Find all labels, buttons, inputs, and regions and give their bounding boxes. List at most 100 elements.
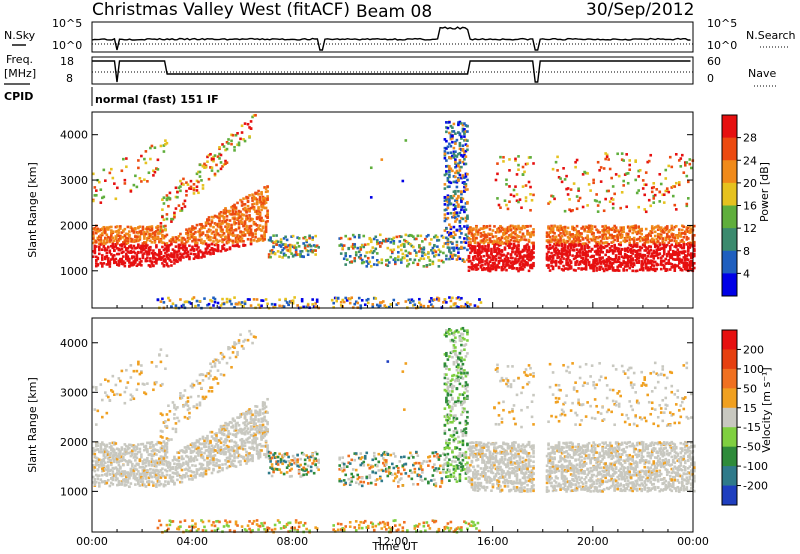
power-cell [243,139,247,143]
power-cell [392,258,396,262]
power-cell [436,297,439,301]
power-cell [200,256,203,259]
power-cell [683,267,687,271]
power-cell [521,165,525,169]
power-cell [428,263,432,266]
power-cell [436,239,439,242]
power-cell [231,210,235,214]
power-cell [174,258,178,262]
power-cell [631,249,634,253]
velocity-cell [107,395,110,399]
power-cell [500,259,504,262]
power-cell [455,185,459,189]
velocity-cell [108,442,112,445]
power-cell [601,237,604,240]
power-cell [213,236,217,240]
power-cell [635,244,639,247]
power-cell [583,244,586,248]
power-cell [189,302,193,305]
power-cell [123,242,127,246]
power-cell [287,244,290,247]
power-cell [119,260,122,264]
power-cell [218,233,221,237]
power-cell [297,237,301,240]
power-cell [685,228,689,231]
power-cell [463,182,466,186]
power-cell [580,260,583,263]
power-cell [126,255,130,258]
power-cell [439,250,442,254]
power-cell [458,159,462,162]
power-cell [242,304,245,308]
velocity-cell [128,443,131,447]
power-cell [339,252,343,255]
power-cell [668,155,672,159]
power-cell [547,239,550,242]
power-cell [225,215,229,218]
power-cell [378,304,382,307]
power-cell [508,264,511,268]
power-cell [620,262,624,266]
power-cell [620,230,624,234]
power-cell [490,240,493,244]
velocity-cell [107,466,110,470]
power-cell [212,240,215,243]
power-cell [523,245,526,248]
power-cell [263,206,266,210]
power-cell [634,253,638,257]
power-cell [577,199,580,203]
power-cell [251,232,254,235]
power-cell [200,233,203,237]
power-cell [387,237,391,241]
power-cell [449,144,453,148]
velocity-cell [111,483,115,486]
power-cell [676,244,680,247]
power-cell [212,155,215,159]
power-cell [511,224,514,228]
power-cell [192,226,196,230]
power-cell [457,196,460,199]
power-cell [505,264,508,267]
power-cell [194,226,197,230]
power-cell [415,254,418,257]
power-cell [661,259,665,263]
power-cell [207,243,211,247]
power-cell [617,257,621,260]
power-cell [155,244,158,247]
power-cell [671,185,675,188]
power-cell [614,226,618,229]
power-cell [508,200,511,204]
power-cell [189,248,193,252]
power-cell [455,155,459,158]
power-cell [463,153,466,157]
power-cell [433,249,436,252]
power-cell [437,259,441,262]
power-cell [303,244,307,247]
power-cell [415,251,418,254]
power-cell [221,247,224,251]
power-cell [213,214,217,218]
power-cell [607,229,610,232]
power-cell [503,246,507,249]
power-cell [632,244,636,248]
power-cell [581,257,585,261]
power-cell [389,248,393,252]
power-cell [500,236,504,240]
power-cell [605,261,609,264]
power-cell [581,267,585,271]
power-cell [472,245,475,248]
power-cell [547,266,550,269]
power-cell [260,203,263,207]
power-cell [213,243,217,247]
power-cell [595,228,598,231]
velocity-cell [125,452,128,455]
power-cell [626,232,630,236]
power-cell [96,236,100,240]
power-cell [150,228,154,232]
power-cell [279,251,283,254]
power-cell [587,183,591,186]
power-cell [685,161,689,164]
power-cell [155,258,158,262]
power-cell [458,173,462,177]
velocity-cell [105,394,109,397]
